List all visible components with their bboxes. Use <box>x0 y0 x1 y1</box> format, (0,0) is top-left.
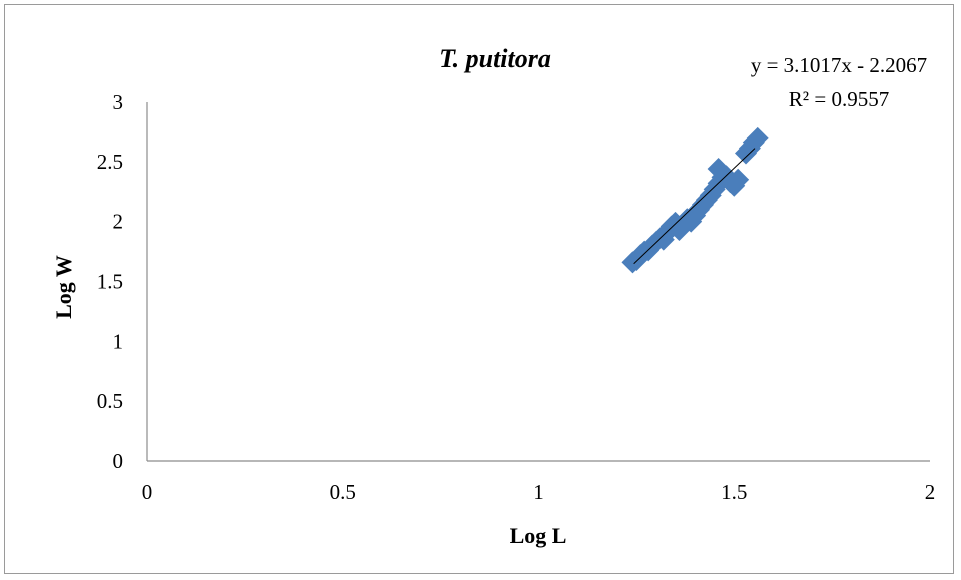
y-tick-label: 1 <box>113 329 124 353</box>
y-tick-label: 3 <box>113 90 124 114</box>
trendline-equation: y = 3.1017x - 2.2067 <box>751 53 927 77</box>
x-tick-label: 1.5 <box>721 480 747 504</box>
x-tick-label: 2 <box>925 480 936 504</box>
chart-frame: 0 0.5 1 1.5 2 0 0.5 1 1.5 2 2.5 3 T. putitora y = … <box>4 4 954 574</box>
axes <box>146 102 930 462</box>
x-tick-label: 0.5 <box>330 480 356 504</box>
x-axis-title: Log L <box>510 523 567 548</box>
data-point <box>652 228 675 251</box>
scatter-chart: 0 0.5 1 1.5 2 0 0.5 1 1.5 2 2.5 3 T. putitora y = … <box>51 44 936 548</box>
trendline <box>633 148 756 265</box>
chart-title: T. putitora <box>439 44 551 73</box>
data-points <box>621 126 769 274</box>
y-tick-label: 0 <box>113 449 124 473</box>
data-point <box>727 168 750 191</box>
x-tick-labels: 0 0.5 1 1.5 2 <box>142 480 936 504</box>
y-tick-labels: 0 0.5 1 1.5 2 2.5 3 <box>97 90 123 473</box>
y-tick-label: 2.5 <box>97 150 123 174</box>
y-tick-label: 0.5 <box>97 389 123 413</box>
r-squared-label: R² = 0.9557 <box>789 87 889 111</box>
x-tick-label: 1 <box>533 480 544 504</box>
x-tick-label: 0 <box>142 480 153 504</box>
y-tick-label: 2 <box>113 210 124 234</box>
y-axis-title: Log W <box>51 255 76 319</box>
y-tick-label: 1.5 <box>97 270 123 294</box>
